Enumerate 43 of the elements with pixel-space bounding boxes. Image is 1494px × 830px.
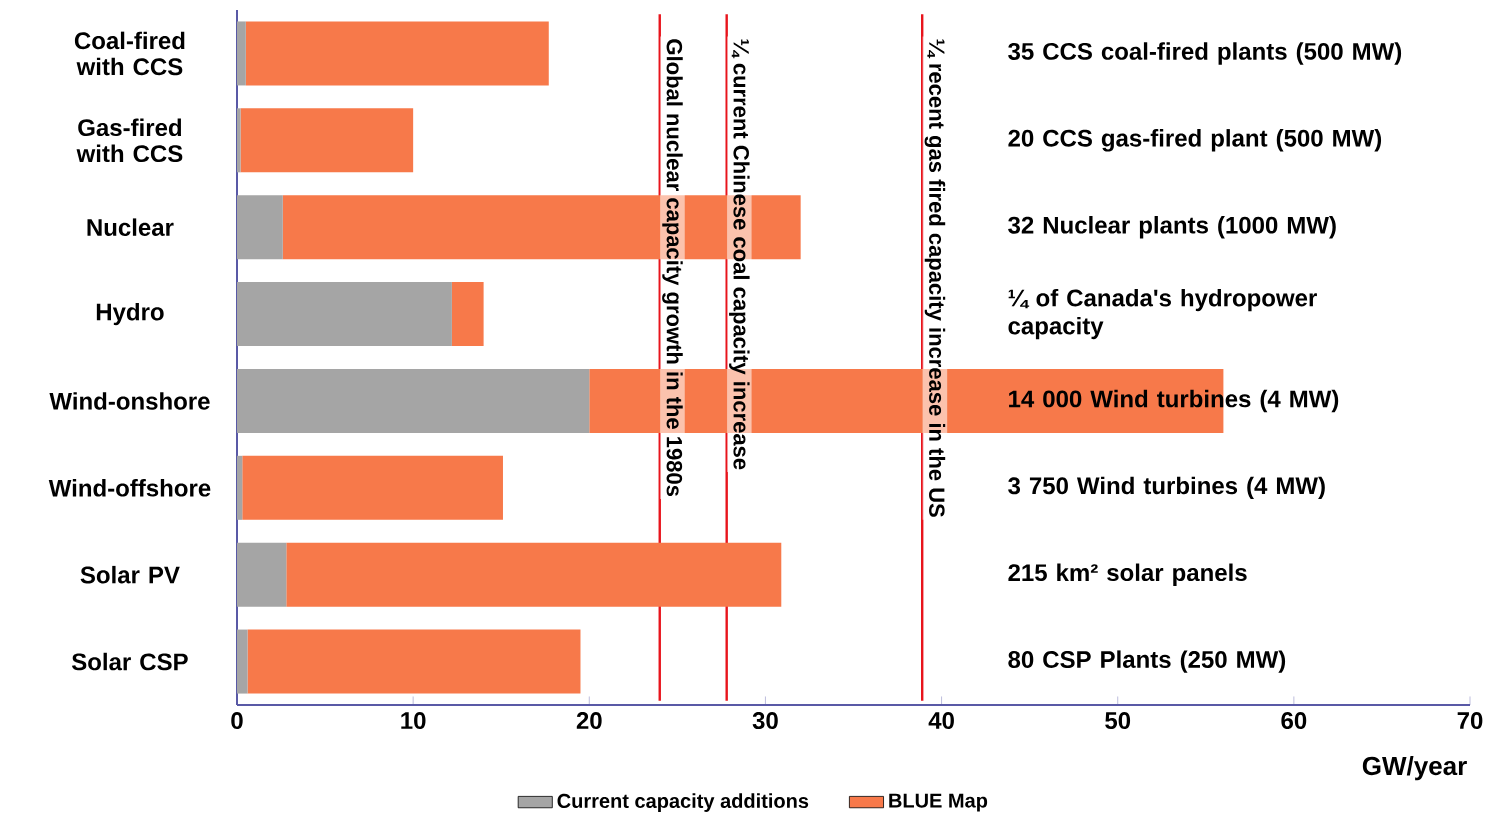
x-tick-label: 0 bbox=[231, 712, 243, 730]
bar bbox=[237, 108, 241, 173]
y-tick-label: Hydro bbox=[96, 302, 164, 326]
y-tick-label: Wind-onshore bbox=[49, 392, 210, 410]
x-axis-title: GW/year bbox=[1362, 756, 1467, 781]
bar bbox=[237, 195, 283, 260]
y-tick-label: Coal-fired with CCS bbox=[74, 31, 185, 76]
bar bbox=[237, 542, 287, 607]
x-tick-label: 10 bbox=[401, 712, 426, 730]
x-tick-label: 60 bbox=[1281, 712, 1307, 730]
ref-line-label: ¼ recent gas fired capacity increase in the US bbox=[924, 39, 946, 517]
annotation: 32 Nuclear plants (1000 MW) bbox=[1008, 216, 1336, 239]
ref-line-label: Global nuclear capacity growth in the 1980s bbox=[662, 39, 683, 497]
bar bbox=[237, 455, 243, 520]
annotation: 20 CCS gas-fired plant (500 MW) bbox=[1008, 129, 1382, 152]
bar bbox=[240, 108, 414, 173]
annotation: 80 CSP Plants (250 MW) bbox=[1008, 650, 1286, 673]
y-tick-label: Solar CSP bbox=[71, 652, 188, 671]
y-tick-label: Solar PV bbox=[80, 565, 180, 584]
bar bbox=[237, 368, 590, 433]
bar bbox=[245, 21, 549, 86]
x-tick-label: 50 bbox=[1105, 712, 1131, 730]
legend-label: Current capacity additions bbox=[557, 793, 809, 812]
bar bbox=[242, 455, 503, 520]
legend-label: BLUE Map bbox=[889, 793, 988, 812]
annotation: 3 750 Wind turbines (4 MW) bbox=[1008, 476, 1325, 499]
bar bbox=[247, 629, 581, 694]
x-tick-label: 30 bbox=[752, 712, 778, 730]
y-tick-label: Wind-offshore bbox=[48, 479, 211, 497]
bar bbox=[451, 282, 484, 347]
bar bbox=[286, 542, 782, 607]
bar bbox=[237, 282, 452, 347]
annotation: 215 km² solar panels bbox=[1008, 563, 1247, 586]
y-tick-label: Nuclear bbox=[87, 218, 174, 236]
ref-line-label: ¼ current Chinese coal capacity increase bbox=[729, 39, 750, 470]
y-tick-label: Gas-fired with CCS bbox=[76, 118, 183, 163]
annotation: ¼ of Canada's hydropower capacity bbox=[1008, 288, 1317, 340]
x-tick-label: 20 bbox=[576, 712, 602, 730]
bar bbox=[237, 629, 248, 694]
bar bbox=[237, 21, 246, 86]
x-tick-label: 70 bbox=[1457, 712, 1483, 730]
x-tick-label: 40 bbox=[928, 712, 954, 730]
annotation: 35 CCS coal-fired plants (500 MW) bbox=[1008, 42, 1402, 65]
